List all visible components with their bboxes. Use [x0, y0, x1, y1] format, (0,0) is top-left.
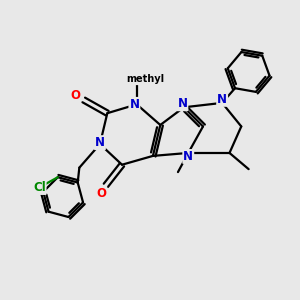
- Text: Cl: Cl: [33, 181, 46, 194]
- Text: methyl: methyl: [127, 74, 165, 84]
- Text: N: N: [177, 97, 188, 110]
- Text: N: N: [95, 136, 105, 149]
- Text: N: N: [183, 150, 193, 163]
- Text: O: O: [96, 187, 106, 200]
- Text: O: O: [70, 89, 80, 102]
- Text: N: N: [129, 98, 140, 111]
- Text: N: N: [217, 93, 227, 106]
